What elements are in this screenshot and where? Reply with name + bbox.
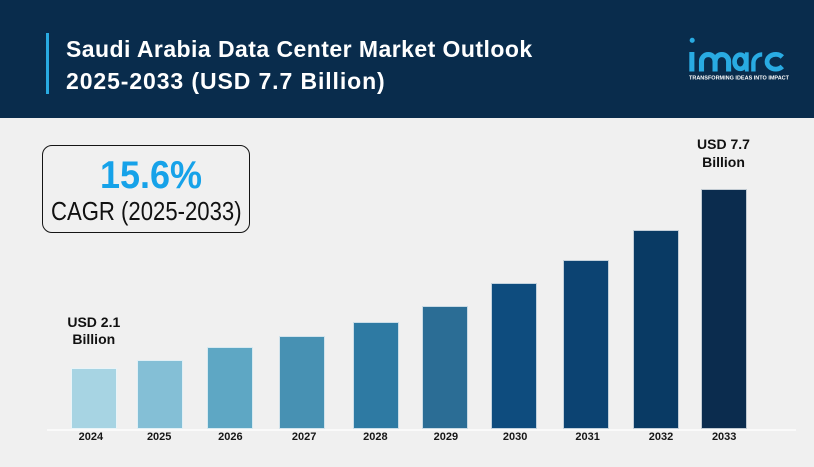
svg-text:TRANSFORMING IDEAS INTO IMPACT: TRANSFORMING IDEAS INTO IMPACT [689,75,790,81]
